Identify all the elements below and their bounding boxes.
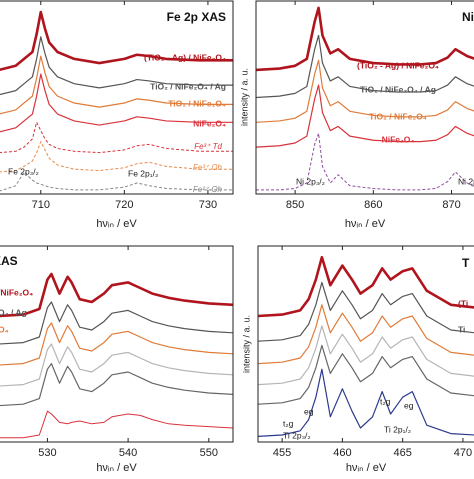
spectrum-line — [258, 304, 474, 365]
spectrum-line — [258, 325, 474, 386]
y-axis-label: intensity / a. u. — [241, 315, 251, 373]
x-tick-label: 465 — [393, 447, 411, 459]
annotation: t₂g — [380, 396, 391, 406]
x-tick-label: 870 — [442, 199, 460, 211]
series-label: /NiFe₂O₄ — [0, 287, 33, 297]
spectrum-line — [256, 34, 474, 99]
spectrum-line — [0, 10, 233, 72]
spectrum-line — [258, 344, 474, 405]
spectrum-line — [0, 36, 233, 96]
x-tick-label: 850 — [286, 199, 304, 211]
x-tick-label: 710 — [32, 199, 50, 211]
x-axis-label: hνᵢₙ / eV — [346, 462, 387, 474]
spectrum-line — [0, 301, 233, 345]
spectrum-line — [256, 132, 474, 191]
series-label: O₄ / Ag — [0, 307, 27, 317]
spectrum-line — [256, 84, 474, 148]
annotation: Ni 2p₃/₂ — [296, 176, 325, 186]
plot-area — [256, 6, 474, 191]
spectrum-line — [258, 255, 474, 318]
annotation: Ti 2p₁/₂ — [384, 424, 411, 434]
annotation: Ni 2p₁/₂ — [458, 176, 474, 186]
plot-area — [0, 10, 233, 192]
x-tick-label: 530 — [38, 447, 56, 459]
panel-title: XAS — [0, 254, 18, 268]
x-tick-label: 470 — [454, 447, 472, 459]
panel-title: Ni — [462, 10, 474, 24]
x-axis-label: hνᵢₙ / eV — [96, 218, 137, 230]
spectrum-line — [0, 141, 233, 173]
spectrum-line — [258, 368, 474, 437]
x-tick-label: 540 — [119, 447, 137, 459]
spectrum-line — [0, 343, 233, 387]
series-label: O₄ — [0, 324, 9, 334]
spectrum-line — [258, 281, 474, 342]
spectrum-line — [0, 322, 233, 366]
axes-frame — [0, 245, 234, 443]
plot-area — [258, 255, 474, 437]
spectrum-line — [0, 171, 233, 192]
x-tick-label: 720 — [115, 199, 133, 211]
series-label: Fe²⁺ Oh — [193, 185, 223, 194]
series-label: (Ti — [458, 298, 468, 308]
series-label: TiO₂ / NiFe₂O₄ / Ag — [150, 81, 226, 91]
spectrum-line — [0, 55, 233, 115]
annotation: eg — [404, 400, 414, 410]
x-tick-label: 550 — [200, 447, 218, 459]
annotation: t₂g — [283, 418, 294, 428]
spectrum-line — [0, 272, 233, 318]
series-label: (TiO₂ - Ag) / NiFe₂O₄ — [144, 52, 226, 62]
annotation: eg — [304, 406, 314, 416]
series-label: TiO₂ / NiFe₂O₄ — [369, 111, 427, 121]
annotation: Fe 2p₁/₂ — [128, 168, 158, 178]
series-label: (TiO₂ - Ag) / NiFe₂O₄ — [357, 60, 439, 70]
annotation: Ti 2p₃/₂ — [283, 430, 311, 440]
x-tick-label: 455 — [273, 447, 291, 459]
plot-area — [0, 272, 233, 439]
x-tick-label: 730 — [199, 199, 217, 211]
series-label: NiFe₂O₄ — [193, 118, 226, 128]
series-label: TiO₂ / NiFe₂O₄ / Ag — [360, 84, 436, 94]
series-label: Fe³⁺ Td — [194, 142, 222, 151]
spectrum-line — [0, 73, 233, 133]
panel-title: Fe 2p XAS — [167, 10, 226, 24]
y-axis-label: intensity / a. u. — [239, 68, 249, 126]
annotation: Fe 2p₃/₂ — [8, 166, 39, 176]
x-axis-label: hνᵢₙ / eV — [345, 218, 386, 230]
spectrum-line — [256, 59, 474, 123]
axes-frame — [0, 0, 234, 195]
spectrum-line — [0, 363, 233, 407]
axes-frame — [255, 0, 474, 195]
x-tick-label: 860 — [364, 199, 382, 211]
spectrum-line — [0, 410, 233, 439]
series-label: TiO₂ / NiFe₂O₄ — [168, 98, 226, 108]
panel-title: T — [462, 256, 470, 270]
series-label: Fe³⁺ Oh — [193, 163, 223, 172]
axes-frame — [257, 245, 474, 443]
series-label: Ti — [458, 324, 465, 334]
spectrum-line — [256, 6, 474, 72]
series-label: NiFe₂O₄ — [382, 134, 415, 144]
x-tick-label: 460 — [333, 447, 351, 459]
x-axis-label: hνᵢₙ / eV — [96, 462, 137, 474]
